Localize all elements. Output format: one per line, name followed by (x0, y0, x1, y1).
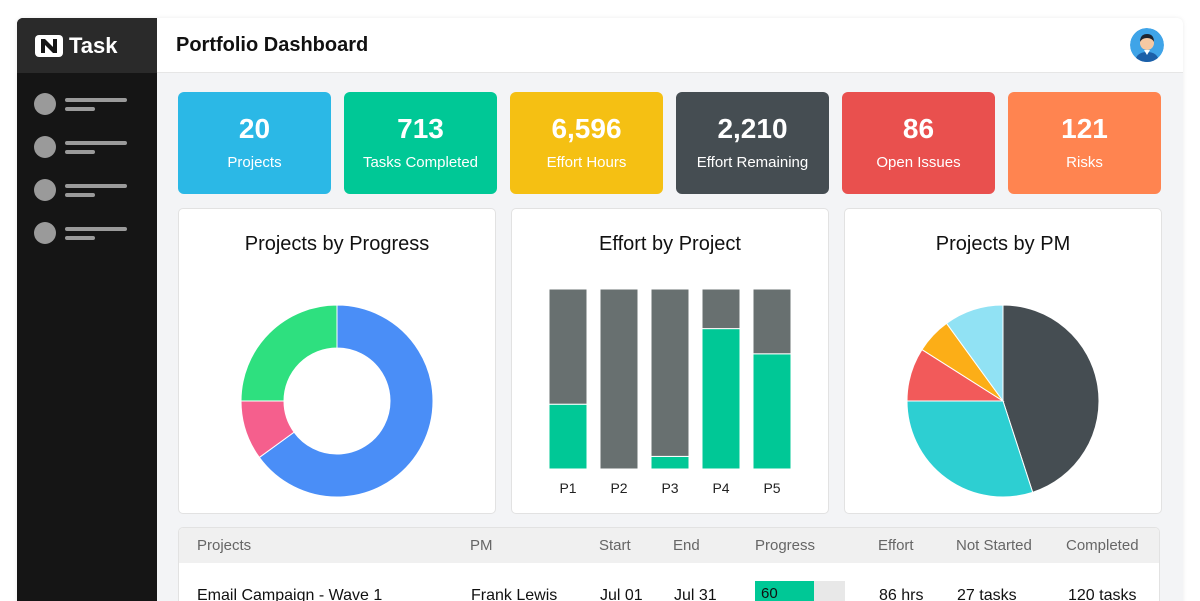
effort-bar-chart: P1 P2 P3 P4 P5 (548, 288, 792, 496)
sidebar-item-4[interactable] (34, 221, 157, 245)
chart-title: Projects by Progress (244, 233, 430, 255)
kpi-label: Risks (1066, 154, 1103, 171)
page-title: Portfolio Dashboard (176, 33, 369, 56)
column-header-not-started[interactable]: Not Started (956, 537, 1032, 554)
kpi-row: 20 Projects 713 Tasks Completed 6,596 Ef… (178, 92, 1161, 194)
bar-p5-remaining[interactable] (752, 288, 792, 355)
x-tick-label: P3 (661, 480, 678, 496)
x-tick-label: P2 (610, 480, 627, 496)
bar-p1-completed[interactable] (548, 403, 588, 470)
pm-slice-1[interactable] (1002, 304, 1100, 493)
cell-pm: Frank Lewis (471, 587, 558, 601)
column-header-pm[interactable]: PM (470, 537, 493, 554)
kpi-label: Tasks Completed (362, 154, 479, 171)
column-header-progress[interactable]: Progress (755, 537, 816, 554)
kpi-value: 20 (238, 113, 271, 144)
kpi-value: 2,210 (717, 113, 788, 144)
table-row[interactable]: Email Campaign - Wave 1 Frank Lewis Jul … (179, 563, 1159, 601)
bar-p5-completed[interactable] (752, 353, 792, 470)
nav-placeholder-label (65, 226, 127, 240)
table-header: Projects PM Start End Progress Effort No… (179, 528, 1159, 563)
column-header-effort[interactable]: Effort (878, 537, 914, 554)
chart-card-effort: Effort by Project P1 P2 P3 P4 P5 (511, 208, 829, 514)
main-content: Portfolio Dashboard 20 Projects 713 Task… (157, 18, 1183, 601)
kpi-effort-remaining[interactable]: 2,210 Effort Remaining (676, 92, 829, 194)
column-header-projects[interactable]: Projects (197, 537, 252, 554)
projects-table: Projects PM Start End Progress Effort No… (178, 527, 1160, 601)
nav-placeholder-icon (34, 136, 56, 158)
column-header-end[interactable]: End (673, 537, 700, 554)
nav-placeholder-label (65, 183, 127, 197)
kpi-label: Projects (227, 154, 282, 171)
chart-title: Projects by PM (935, 233, 1071, 255)
progress-bar: 60 (755, 581, 845, 601)
progress-slice-3[interactable] (240, 304, 338, 402)
sidebar-item-3[interactable] (34, 178, 157, 202)
pm-slice-2[interactable] (906, 400, 1034, 498)
app-name: Task (69, 32, 118, 58)
app-logo[interactable]: Task (17, 18, 157, 73)
bar-p2-remaining[interactable] (599, 288, 639, 470)
kpi-tasks-completed[interactable]: 713 Tasks Completed (344, 92, 497, 194)
nav-placeholder-icon (34, 93, 56, 115)
x-tick-label: P1 (559, 480, 576, 496)
bar-p3-remaining[interactable] (650, 288, 690, 457)
kpi-risks[interactable]: 121 Risks (1008, 92, 1161, 194)
column-header-start[interactable]: Start (599, 537, 631, 554)
kpi-value: 6,596 (551, 113, 622, 144)
nav-placeholder-label (65, 97, 127, 111)
cell-completed: 120 tasks (1068, 587, 1137, 601)
x-tick-label: P5 (763, 480, 780, 496)
sidebar-item-2[interactable] (34, 135, 157, 159)
app-window: Task Portfolio Dashboard (17, 18, 1183, 601)
kpi-value: 86 (902, 113, 935, 144)
sidebar: Task (17, 18, 157, 601)
cell-project: Email Campaign - Wave 1 (197, 587, 383, 601)
chart-card-progress: Projects by Progress (178, 208, 496, 514)
kpi-value: 713 (397, 113, 444, 144)
progress-bar-fill: 60 (755, 581, 814, 601)
pm-slice-5[interactable] (945, 304, 1004, 403)
kpi-projects[interactable]: 20 Projects (178, 92, 331, 194)
progress-donut-chart (240, 304, 434, 498)
cell-effort: 86 hrs (879, 587, 924, 601)
avatar[interactable] (1130, 28, 1164, 62)
cell-end: Jul 31 (674, 587, 717, 601)
pm-pie-chart (906, 304, 1100, 498)
bar-p4-completed[interactable] (701, 328, 741, 470)
kpi-effort-hours[interactable]: 6,596 Effort Hours (510, 92, 663, 194)
column-header-completed[interactable]: Completed (1066, 537, 1139, 554)
bar-p3-completed[interactable] (650, 455, 690, 470)
chart-title: Effort by Project (599, 233, 741, 255)
cell-start: Jul 01 (600, 587, 643, 601)
bar-p1-remaining[interactable] (548, 288, 588, 405)
progress-slice-1[interactable] (258, 304, 434, 498)
sidebar-item-1[interactable] (34, 92, 157, 116)
logo-icon (35, 34, 63, 57)
nav-placeholder-label (65, 140, 127, 154)
nav-placeholder-icon (34, 179, 56, 201)
nav-placeholder-icon (34, 222, 56, 244)
bar-p4-remaining[interactable] (701, 288, 741, 330)
x-tick-label: P4 (712, 480, 729, 496)
kpi-label: Effort Hours (546, 154, 627, 171)
chart-cards: Projects by Progress Effort by Project P… (178, 208, 1162, 514)
kpi-label: Effort Remaining (696, 154, 809, 171)
kpi-open-issues[interactable]: 86 Open Issues (842, 92, 995, 194)
kpi-label: Open Issues (876, 154, 961, 171)
top-header: Portfolio Dashboard (157, 18, 1183, 73)
cell-not-started: 27 tasks (957, 587, 1017, 601)
kpi-value: 121 (1061, 113, 1108, 144)
chart-card-pm: Projects by PM (844, 208, 1162, 514)
